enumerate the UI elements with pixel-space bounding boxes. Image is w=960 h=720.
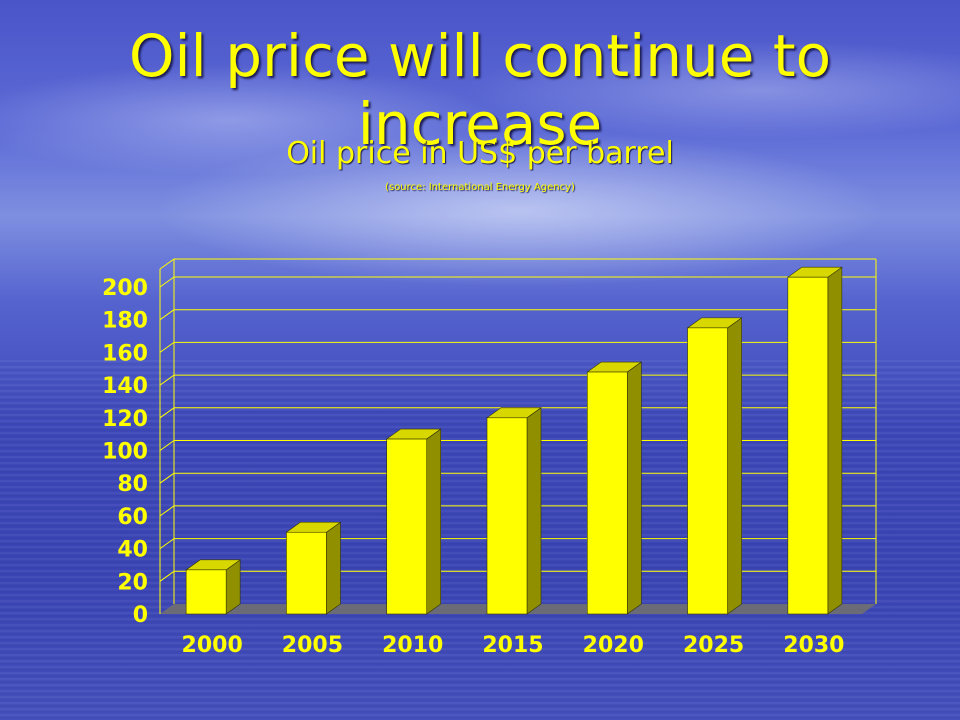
bar-2015 [486,407,542,615]
x-tick-label: 2005 [282,633,343,658]
gridline-diagonal [159,440,175,451]
bar-front [787,276,829,615]
bar-2010 [385,428,442,615]
bar-2000 [185,559,242,615]
gridline-diagonal [159,374,175,386]
gridline-diagonal [159,276,175,288]
gridline-diagonal [159,538,175,550]
x-tick-label: 2010 [382,633,443,658]
y-tick-label: 160 [102,341,148,366]
gridline-diagonal [159,472,175,484]
chart-source-note: (source: International Energy Agency) [385,182,575,193]
chart-bars [185,266,843,615]
bar-side [426,428,442,615]
bar-front [386,438,428,615]
chart-axis-labels: 0 20 40 60 80 100 120 140 160 180 200 2000 2005 2010 2… [102,276,844,658]
gridline-diagonal [159,570,175,582]
y-tick-label: 60 [117,505,148,530]
y-tick-label: 180 [102,309,148,334]
x-tick-label: 2020 [583,633,644,658]
slide-title: Oil price will continue to increase [128,22,832,158]
gridline-diagonal [159,407,175,419]
bar-side [827,266,843,615]
chart-subtitle: Oil price in US$ per barrel [286,136,674,171]
gridline-diagonal [159,505,175,517]
bar-2025 [686,317,743,615]
y-tick-label: 100 [102,440,148,465]
bar-2020 [586,361,643,615]
bar-2005 [285,521,342,615]
y-tick-label: 0 [133,603,148,628]
x-tick-label: 2025 [683,633,744,658]
gridline-diagonal [159,341,175,353]
x-tick-label: 2000 [182,633,243,658]
bar-front [286,531,327,615]
gridline-diagonal [159,258,175,270]
y-tick-label: 20 [117,570,148,595]
bar-side [727,317,742,615]
bar-side [326,521,341,615]
x-tick-label: 2030 [783,633,844,658]
bar-front [586,371,628,615]
bar-side [526,407,542,615]
y-tick-label: 40 [117,538,148,563]
bar-front [687,327,728,615]
bar-front [486,417,528,615]
y-tick-label: 120 [102,407,148,432]
y-tick-label: 200 [102,276,148,301]
bar-2030 [786,266,843,615]
x-tick-label: 2015 [482,633,543,658]
y-tick-label: 140 [102,374,148,399]
bar-side [626,361,642,615]
bar-front [185,569,227,615]
gridline-diagonal [159,309,175,321]
y-tick-label: 80 [117,472,148,497]
